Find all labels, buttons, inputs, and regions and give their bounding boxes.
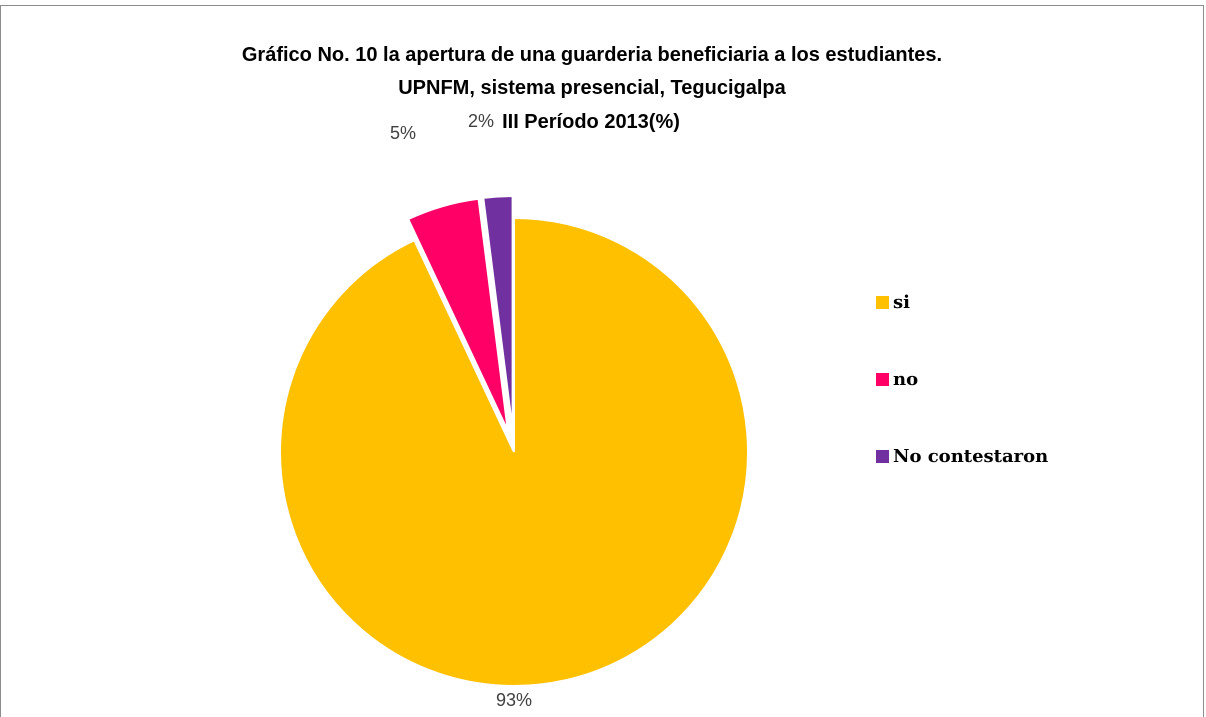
- chart-title-line-1: Gráfico No. 10 la apertura de una guarde…: [241, 44, 943, 66]
- legend-swatch: [876, 449, 889, 463]
- chart-title-line-2: UPNFM, sistema presencial, Tegucigalpa: [398, 77, 786, 99]
- legend-label: si: [893, 291, 910, 313]
- legend-label: no: [893, 368, 919, 390]
- data-label-no-contestaron: 2%: [468, 111, 494, 131]
- pie-slice-no: [406, 197, 509, 432]
- legend-item-no-contestaron: No contestaron: [876, 444, 1048, 468]
- legend-label: No contestaron: [893, 445, 1049, 467]
- legend-swatch: [876, 372, 889, 386]
- chart-legend: si no No contestaron: [876, 290, 1048, 521]
- data-label-no: 5%: [390, 123, 416, 143]
- legend-item-no: no: [876, 367, 1048, 391]
- legend-item-si: si: [876, 290, 1048, 314]
- pie-slice-si: [279, 216, 749, 687]
- chart-frame: [0, 5, 1204, 717]
- chart-title-line-3: III Período 2013(%): [502, 111, 680, 133]
- pie-slice-no-contestaron: [482, 195, 514, 431]
- data-label-si: 93%: [496, 690, 532, 710]
- legend-swatch: [876, 295, 889, 309]
